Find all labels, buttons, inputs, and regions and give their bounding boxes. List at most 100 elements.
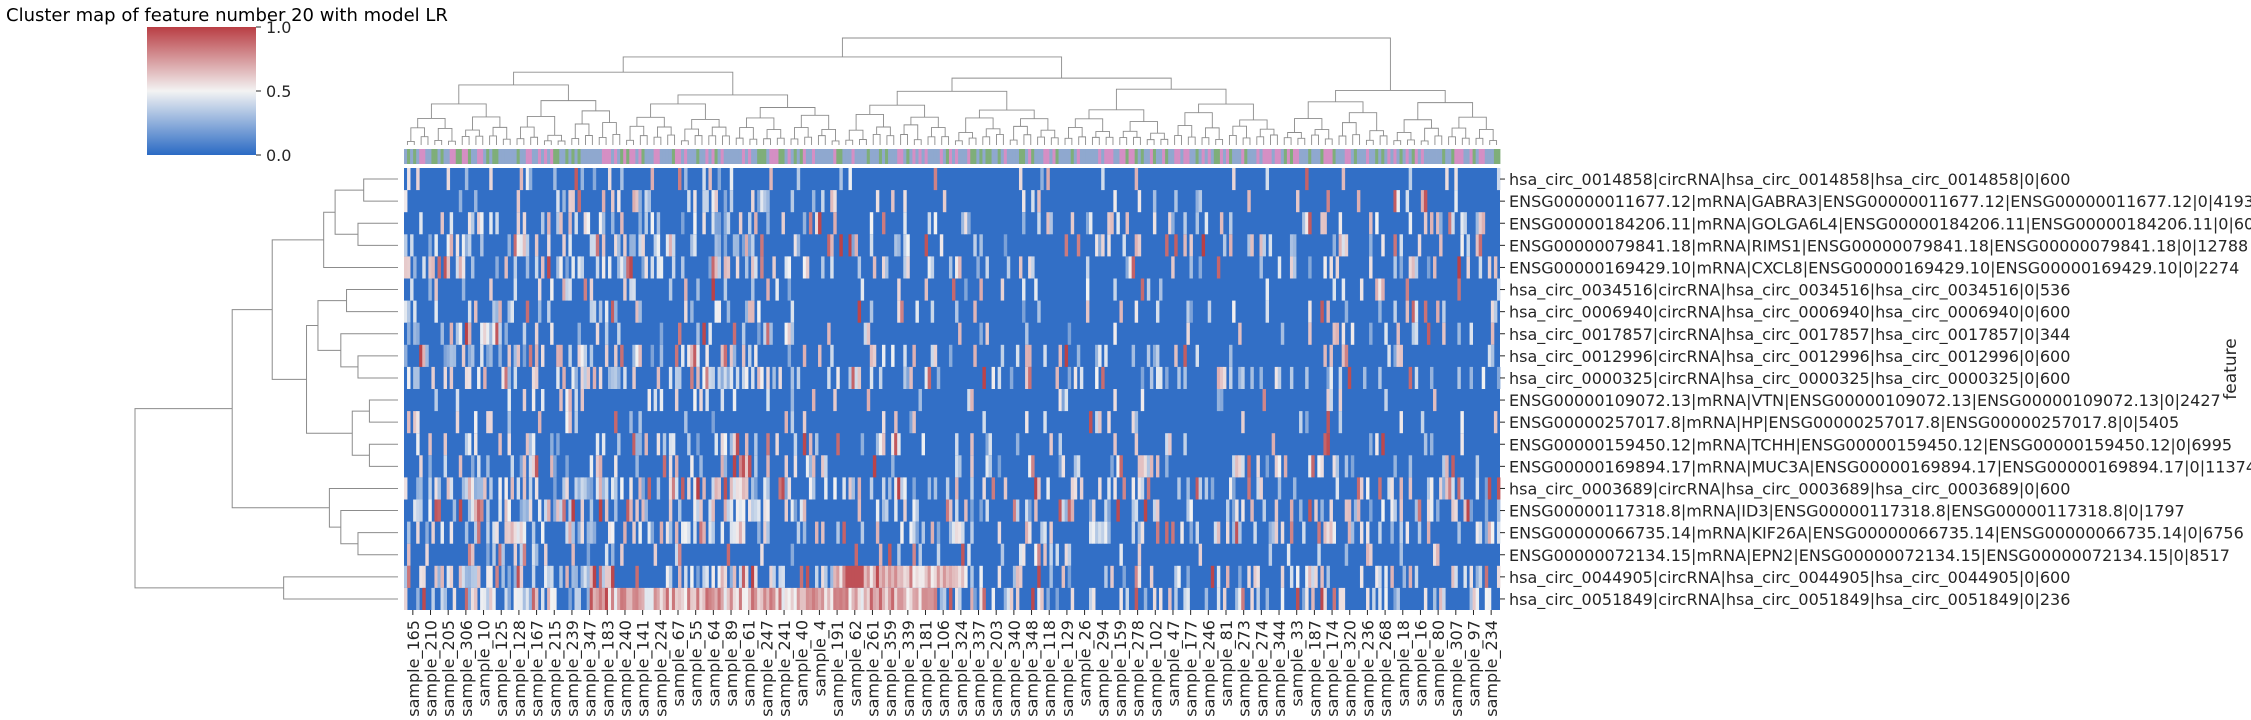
column-color-cell [793,149,798,164]
heatmap-cell [1022,300,1026,323]
column-color-cell [885,149,889,164]
column-dendrogram-link [845,139,854,145]
column-dendrogram-link [602,122,617,138]
heatmap-cell [1022,278,1026,301]
heatmap-cell [1165,433,1169,456]
heatmap-cell [693,521,697,544]
heatmap-cell [507,433,511,456]
heatmap-cell [1308,300,1312,323]
heatmap-cell [684,278,688,301]
x-tick-label: sample_205 [439,620,459,717]
heatmap-cell [650,256,655,279]
heatmap-cell [589,455,594,478]
heatmap-cell [440,521,444,544]
heatmap-cell [510,300,514,323]
heatmap-cell [939,565,944,588]
heatmap-cell [997,521,1002,544]
heatmap-cell [458,565,463,588]
heatmap-cell [1058,455,1062,478]
heatmap-cell [699,521,703,544]
column-color-cell [653,149,658,164]
heatmap-cell [1305,411,1309,434]
heatmap-cell [525,168,530,191]
heatmap-cell [1436,499,1440,522]
heatmap-cell [1466,234,1470,257]
heatmap-cell [1098,521,1102,544]
column-color-cell [1429,149,1434,164]
heatmap-cell [939,587,944,610]
heatmap-cell [531,543,536,566]
heatmap-cell [1332,455,1336,478]
x-tick-label: sample_294 [1093,620,1113,717]
heatmap-cell [1399,521,1403,544]
heatmap-cell [811,477,816,500]
heatmap-cell [604,543,609,566]
heatmap-cell [474,499,478,522]
heatmap-cell [638,344,642,367]
column-dendrogram-link [735,137,744,145]
heatmap-cell [419,344,423,367]
heatmap-cell [589,477,594,500]
heatmap-cell [425,543,429,566]
heatmap-cell [486,565,490,588]
heatmap-cell [744,300,749,323]
heatmap-cell [979,565,983,588]
heatmap-cell [1116,499,1120,522]
heatmap-cell [470,455,475,478]
heatmap-cell [955,499,959,522]
heatmap-cell [696,565,700,588]
heatmap-cell [537,300,542,323]
heatmap-cell [629,411,633,434]
heatmap-cell [696,499,700,522]
heatmap-cell [693,344,697,367]
heatmap-cell [404,256,408,279]
heatmap-cell [888,543,892,566]
heatmap-cell [830,565,834,588]
heatmap-cell [802,521,807,544]
heatmap-cell [1101,521,1105,544]
heatmap-cell [571,521,575,544]
heatmap-cell [492,521,496,544]
column-color-cell [1469,149,1473,164]
heatmap-cell [480,322,484,345]
heatmap-cell [1003,477,1008,500]
heatmap-cell [620,212,624,235]
heatmap-cell [790,411,795,434]
heatmap-cell [808,455,813,478]
heatmap-cell [1408,565,1413,588]
column-dendrogram-link [1119,137,1128,145]
heatmap-cell [881,433,886,456]
heatmap-cell [1305,565,1309,588]
heatmap-cell [425,344,429,367]
heatmap-cell [440,565,444,588]
heatmap-cell [556,344,560,367]
column-color-cell [763,149,767,164]
heatmap-cell [1043,543,1047,566]
heatmap-cell [1429,366,1434,389]
column-color-cell [1417,149,1422,164]
column-dendrogram-link [1074,118,1104,132]
column-color-cell [900,149,904,164]
column-color-cell [592,149,597,164]
heatmap-cell [528,344,533,367]
heatmap-cell [766,455,770,478]
column-dendrogram-link [1095,131,1110,138]
heatmap-cell [693,234,697,257]
heatmap-cell [604,499,609,522]
heatmap-cell [428,433,432,456]
heatmap-cell [802,256,807,279]
heatmap-cell [723,477,728,500]
heatmap-cell [723,278,728,301]
column-dendrogram-link [896,90,1008,111]
heatmap-cell [443,256,448,279]
heatmap-cell [1350,455,1355,478]
heatmap-cell [650,212,655,235]
heatmap-cell [952,565,956,588]
column-color-cell [942,149,947,164]
column-color-cell [1478,149,1483,164]
heatmap-cell [577,587,581,610]
column-color-cell [857,149,862,164]
column-dendrogram-link [1307,101,1364,119]
heatmap-cell [1375,433,1379,456]
column-dendrogram-link [965,117,994,133]
